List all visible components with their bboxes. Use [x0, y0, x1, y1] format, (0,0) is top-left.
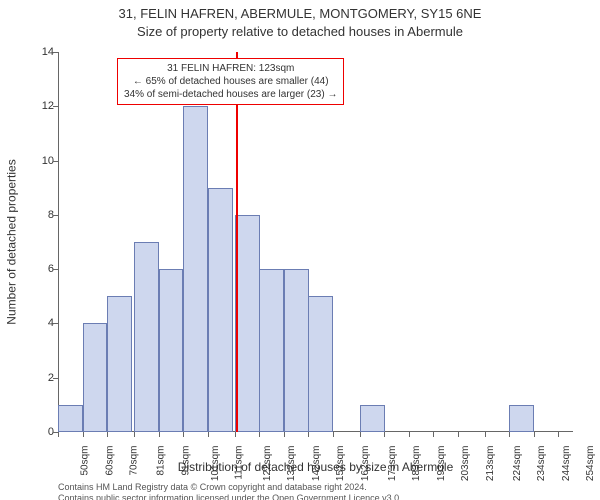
histogram-bar — [58, 405, 83, 432]
y-tick-mark — [53, 215, 58, 216]
histogram-bar — [208, 188, 233, 432]
footer-line-1: Contains HM Land Registry data © Crown c… — [58, 482, 573, 493]
x-tick-mark — [409, 432, 410, 437]
histogram-bar — [284, 269, 309, 432]
y-tick-mark — [53, 378, 58, 379]
histogram-bar — [183, 106, 208, 432]
x-tick-mark — [558, 432, 559, 437]
histogram-bar — [235, 215, 260, 432]
histogram-bar — [159, 269, 184, 432]
x-tick-mark — [433, 432, 434, 437]
x-tick-mark — [107, 432, 108, 437]
x-tick-mark — [360, 432, 361, 437]
x-tick-label: 254sqm — [585, 446, 596, 482]
x-tick-mark — [458, 432, 459, 437]
chart-container: 31, FELIN HAFREN, ABERMULE, MONTGOMERY, … — [0, 6, 600, 500]
y-axis-label: Number of detached properties — [4, 52, 20, 432]
x-tick-mark — [83, 432, 84, 437]
y-tick-mark — [53, 161, 58, 162]
y-tick-mark — [53, 52, 58, 53]
x-tick-mark — [58, 432, 59, 437]
x-tick-mark — [384, 432, 385, 437]
x-tick-mark — [208, 432, 209, 437]
x-tick-mark — [485, 432, 486, 437]
page-subtitle: Size of property relative to detached ho… — [0, 24, 600, 40]
x-tick-mark — [134, 432, 135, 437]
histogram-bar — [259, 269, 284, 432]
histogram-bar — [509, 405, 534, 432]
annotation-box: 31 FELIN HAFREN: 123sqm← 65% of detached… — [117, 58, 344, 105]
histogram-bar — [360, 405, 385, 432]
histogram-bar — [107, 296, 132, 432]
x-tick-mark — [259, 432, 260, 437]
plot-area: 50sqm60sqm70sqm81sqm91sqm101sqm111sqm122… — [58, 52, 573, 432]
x-tick-mark — [159, 432, 160, 437]
annotation-line: 31 FELIN HAFREN: 123sqm — [124, 62, 337, 75]
x-tick-mark — [534, 432, 535, 437]
x-tick-mark — [509, 432, 510, 437]
x-tick-mark — [235, 432, 236, 437]
y-tick-mark — [53, 269, 58, 270]
x-tick-mark — [333, 432, 334, 437]
histogram-bar — [308, 296, 333, 432]
x-tick-mark — [308, 432, 309, 437]
annotation-line: 34% of semi-detached houses are larger (… — [124, 88, 337, 101]
page-title: 31, FELIN HAFREN, ABERMULE, MONTGOMERY, … — [0, 6, 600, 22]
histogram-bar — [83, 323, 108, 432]
reference-line — [236, 52, 238, 432]
y-tick-mark — [53, 323, 58, 324]
footer-line-2: Contains public sector information licen… — [58, 493, 573, 500]
x-axis-label: Distribution of detached houses by size … — [58, 460, 573, 474]
x-tick-mark — [183, 432, 184, 437]
y-tick-mark — [53, 106, 58, 107]
annotation-line: ← 65% of detached houses are smaller (44… — [124, 75, 337, 88]
x-tick-mark — [284, 432, 285, 437]
histogram-bar — [134, 242, 159, 432]
footer: Contains HM Land Registry data © Crown c… — [58, 482, 573, 500]
y-ticks: 02468101214 — [36, 52, 56, 432]
